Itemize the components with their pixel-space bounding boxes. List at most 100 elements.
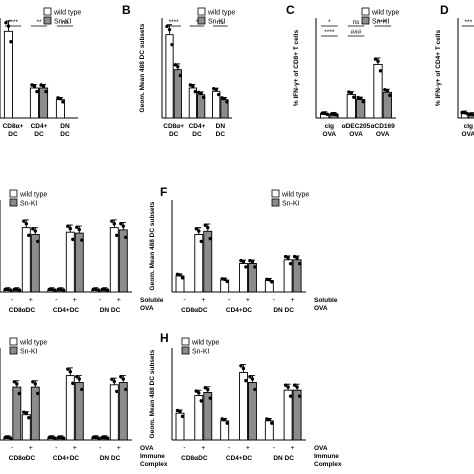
sign-label: + [246, 445, 250, 452]
category-label: cIg [464, 123, 473, 130]
data-point [110, 219, 114, 223]
data-point [206, 387, 210, 392]
legend-label: Sn-KI [208, 19, 226, 26]
significance-label: ** [36, 19, 42, 26]
panel-letter: C [286, 3, 295, 17]
legend-swatch [361, 7, 370, 16]
data-point [36, 239, 40, 244]
category-label: DN DC [273, 307, 294, 314]
data-point [52, 288, 57, 292]
treatment-label: Soluble [314, 297, 338, 304]
data-point [248, 375, 252, 379]
data-point [297, 261, 302, 266]
data-point [112, 379, 117, 384]
legend-label: Sn-KI [372, 19, 390, 26]
category-label: OVA [376, 131, 390, 138]
sign-label: + [117, 297, 121, 304]
data-point [208, 236, 212, 241]
significance-label: **** [378, 19, 389, 26]
sign-label: - [11, 445, 14, 452]
data-point [288, 394, 293, 398]
data-point [50, 435, 54, 440]
legend-swatch [9, 198, 18, 207]
bar [65, 231, 75, 293]
sign-label: + [73, 297, 77, 304]
data-point [173, 63, 178, 67]
data-point [385, 89, 390, 93]
y-axis-label: Geom. Mean 488 DC subsets [149, 349, 156, 438]
significance-label: **** [8, 19, 19, 26]
data-point [27, 416, 31, 420]
data-point [58, 96, 63, 101]
legend-label: wild type [281, 192, 309, 199]
sign-label: + [29, 445, 33, 452]
panel-letter: F [160, 185, 167, 199]
data-point [467, 112, 472, 117]
category-label: DC [216, 131, 226, 138]
data-point [103, 287, 107, 292]
data-point [33, 382, 37, 386]
treatment-label: OVA [314, 305, 328, 312]
legend-swatch [197, 16, 206, 25]
data-point [12, 380, 17, 384]
data-point [68, 370, 73, 374]
category-label: DC [34, 131, 44, 138]
data-point [61, 100, 65, 104]
data-point [194, 389, 198, 393]
data-point [119, 221, 123, 226]
data-point [199, 91, 203, 95]
bar [21, 227, 31, 293]
significance-label: ns [353, 19, 361, 26]
data-point [71, 237, 75, 242]
data-point [180, 414, 185, 419]
data-point [373, 57, 378, 61]
sign-label: - [183, 297, 186, 304]
data-point [96, 436, 101, 440]
data-point [241, 260, 246, 264]
category-label: CD4+ [189, 123, 206, 130]
category-label: OVA [349, 131, 363, 138]
data-point [15, 382, 19, 386]
bar [238, 372, 248, 441]
bar [109, 227, 119, 293]
data-point [283, 254, 288, 259]
data-point [44, 89, 48, 94]
data-point [6, 435, 10, 440]
bar [118, 229, 128, 293]
category-label: αDEC205 [342, 123, 371, 130]
data-point [115, 389, 119, 394]
legend-swatch [181, 346, 190, 355]
data-point [31, 227, 35, 231]
category-label: CD4+DC [53, 307, 79, 314]
data-point [61, 436, 66, 440]
data-point [66, 224, 70, 228]
sign-label: - [183, 445, 186, 452]
bar [194, 234, 204, 293]
data-point [50, 287, 54, 292]
category-label: DN DC [100, 455, 121, 462]
bar [165, 34, 174, 119]
data-point [222, 417, 227, 422]
legend-label: wild type [19, 340, 47, 347]
data-point [96, 288, 101, 292]
data-point [100, 435, 105, 440]
data-point [194, 227, 198, 231]
data-point [105, 436, 110, 440]
bar [74, 232, 84, 293]
data-point [59, 435, 63, 440]
data-point [77, 377, 82, 381]
category-label: OVA [462, 131, 474, 138]
significance-label: **** [169, 19, 180, 26]
data-point [320, 111, 324, 115]
data-point [295, 256, 299, 260]
treatment-label: Immune [140, 453, 165, 460]
data-point [110, 377, 114, 381]
data-point [286, 256, 290, 260]
panel-letter: D [440, 3, 449, 17]
significance-label: * [196, 19, 199, 26]
data-point [56, 435, 61, 440]
data-point [225, 421, 229, 425]
category-label: CD4+DC [226, 455, 252, 462]
data-point [121, 224, 126, 228]
data-point [216, 92, 221, 97]
